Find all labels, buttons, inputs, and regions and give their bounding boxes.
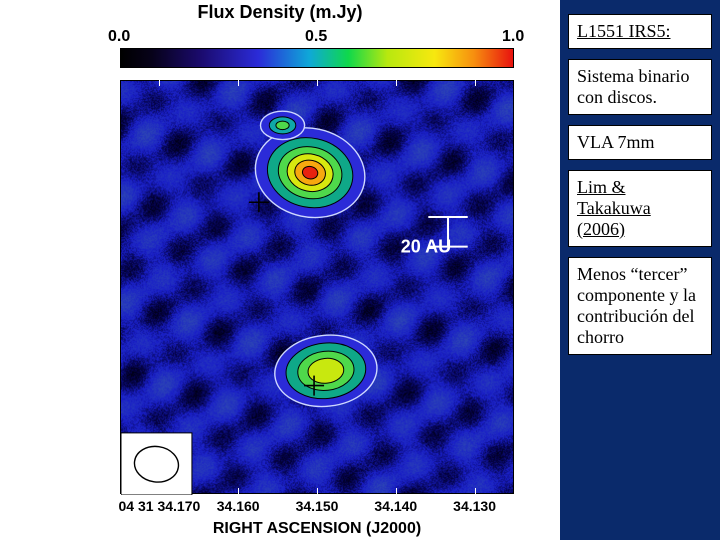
sidebar: L1551 IRS5: Sistema binario con discos. VL… [560, 0, 720, 540]
colorbar-tick: 0.5 [305, 28, 327, 46]
colorbar [120, 48, 514, 68]
source-south-main [271, 330, 380, 411]
beam-box [121, 433, 192, 495]
colorbar-tick: 0.0 [108, 28, 130, 46]
source-north-knot [260, 111, 304, 139]
sidebar-text-block: Sistema binario con discos. [568, 59, 712, 115]
x-tick: 34.130 [453, 498, 496, 514]
plot-frame: 20 AU [120, 80, 514, 494]
colorbar-title: Flux Density (m.Jy) [0, 2, 560, 23]
scale-bar-label: 20 AU [401, 237, 451, 257]
x-tick: 34.140 [374, 498, 417, 514]
sidebar-text-block: L1551 IRS5: [568, 14, 712, 49]
figure-area: Flux Density (m.Jy) 0.0 0.5 1.0 DECLINATIO… [0, 0, 560, 540]
sidebar-text-block: Menos “tercer” componente y la contribuc… [568, 257, 712, 355]
x-tick: 04 31 34.170 [119, 498, 201, 514]
y-axis-label: DECLINATION (J2000) [18, 0, 36, 80]
overlay-svg: 20 AU [121, 81, 515, 495]
x-tick: 34.160 [217, 498, 260, 514]
sidebar-text-block: Lim & Takakuwa (2006) [568, 170, 712, 247]
x-tick: 34.150 [296, 498, 339, 514]
x-axis-label: RIGHT ASCENSION (J2000) [120, 520, 514, 538]
sidebar-text-block: VLA 7mm [568, 125, 712, 160]
colorbar-tick: 1.0 [502, 28, 524, 46]
